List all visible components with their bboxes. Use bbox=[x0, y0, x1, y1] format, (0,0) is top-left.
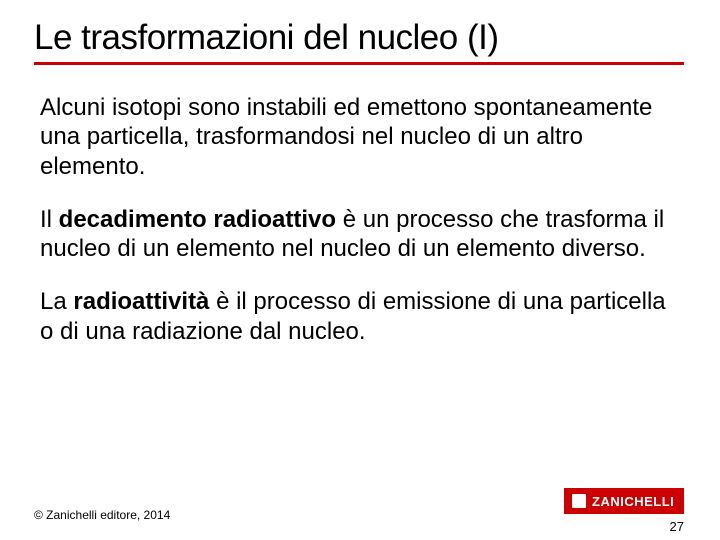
slide-title: Le trasformazioni del nucleo (I) bbox=[34, 18, 686, 58]
p3-pre: La bbox=[40, 288, 73, 315]
paragraph-3: La radioattività è il processo di emissi… bbox=[34, 287, 686, 346]
p3-bold: radioattività bbox=[73, 288, 209, 315]
slide: Le trasformazioni del nucleo (I) Alcuni … bbox=[0, 0, 720, 540]
title-underline bbox=[34, 62, 684, 65]
logo-icon bbox=[572, 494, 586, 508]
copyright-footer: © Zanichelli editore, 2014 bbox=[34, 508, 170, 522]
p2-pre: Il bbox=[40, 206, 59, 233]
paragraph-1: Alcuni isotopi sono instabili ed emetton… bbox=[34, 93, 686, 181]
page-number: 27 bbox=[670, 519, 684, 534]
publisher-logo: ZANICHELLI bbox=[564, 488, 684, 514]
logo-text: ZANICHELLI bbox=[592, 494, 674, 509]
p2-bold: decadimento radioattivo bbox=[59, 206, 336, 233]
paragraph-2: Il decadimento radioattivo è un processo… bbox=[34, 205, 686, 264]
